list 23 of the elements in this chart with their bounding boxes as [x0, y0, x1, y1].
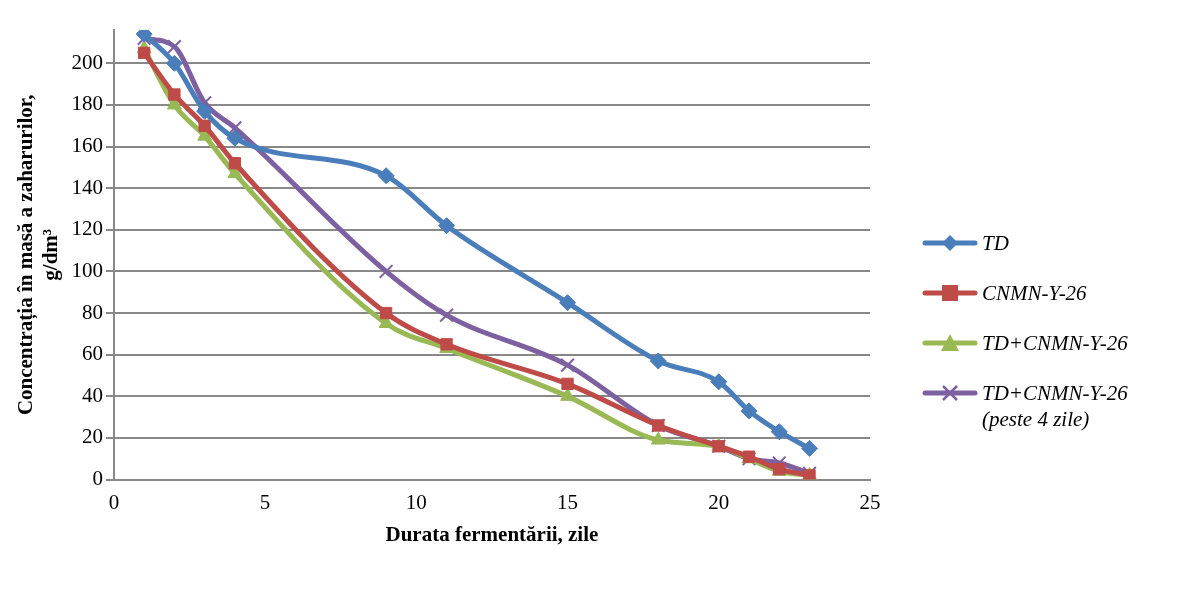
legend-label: CNMN-Y-26	[982, 280, 1087, 306]
y-tick-label: 80	[81, 299, 103, 324]
y-tick-label: 0	[92, 466, 103, 491]
y-tick-label: 20	[81, 424, 103, 449]
y-tick-label: 160	[71, 133, 103, 158]
y-tick-label: 180	[71, 91, 103, 116]
legend-label: TD+CNMN-Y-26 (peste 4 zile)	[982, 380, 1128, 432]
x-tick-label: 5	[259, 489, 271, 514]
x-tick-label: 15	[557, 489, 579, 514]
y-axis-title: Concentrația în masă a zaharurilor, g/dm³	[13, 94, 63, 416]
legend-label: TD	[982, 230, 1009, 256]
x-tick-label: 0	[108, 489, 120, 514]
x-axis-title: Durata fermentării, zile	[385, 521, 599, 546]
x-tick-label: 20	[708, 489, 730, 514]
y-tick-label: 120	[71, 216, 103, 241]
y-tick-label: 140	[71, 174, 103, 199]
y-tick-label: 40	[81, 382, 103, 407]
x-tick-label: 10	[405, 489, 427, 514]
x-tick-label: 25	[859, 489, 881, 514]
y-tick-label: 60	[81, 341, 103, 366]
y-tick-label: 100	[71, 257, 103, 282]
y-tick-label: 200	[71, 49, 103, 74]
legend-label: TD+CNMN-Y-26	[982, 330, 1128, 356]
